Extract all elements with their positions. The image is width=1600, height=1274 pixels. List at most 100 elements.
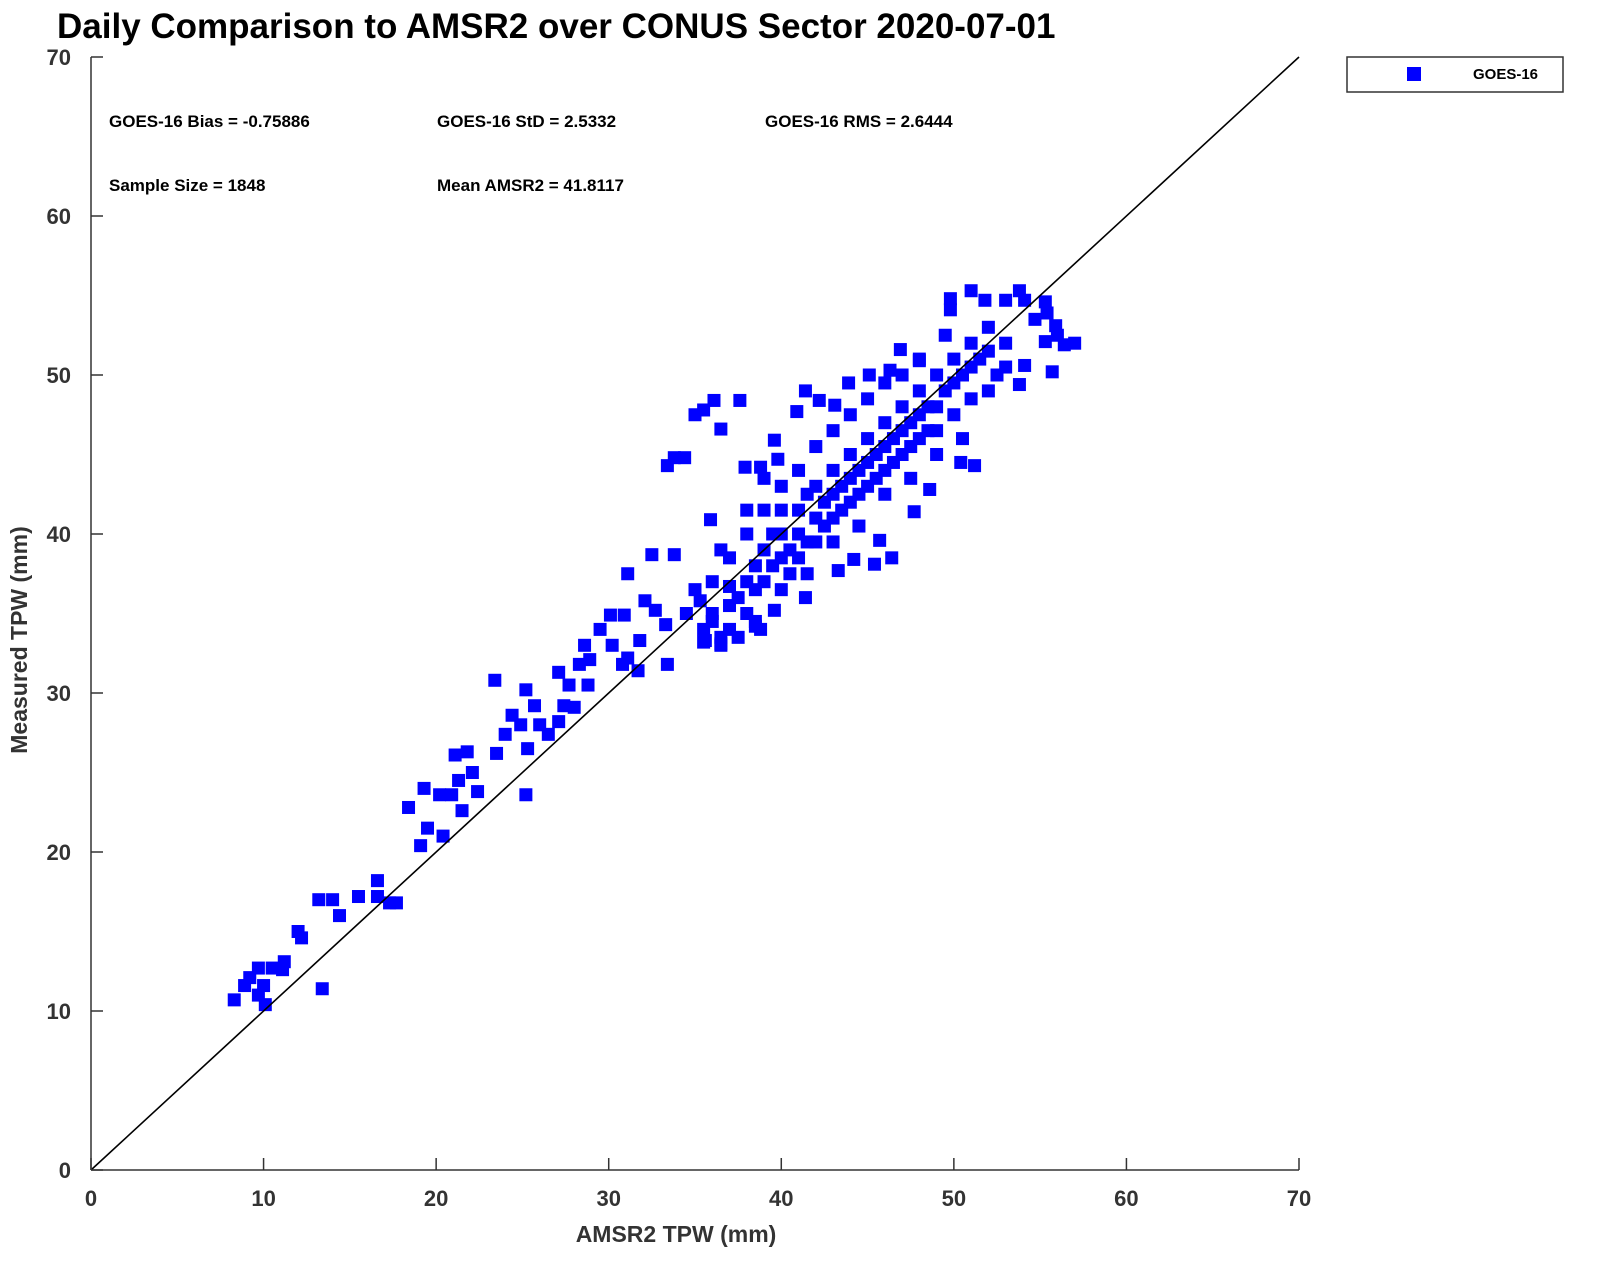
x-tick-label: 0	[85, 1186, 97, 1211]
data-point	[714, 422, 728, 436]
data-point	[847, 552, 861, 566]
data-point	[740, 503, 754, 517]
data-point	[436, 829, 450, 843]
data-point	[389, 896, 403, 910]
data-point	[748, 619, 762, 633]
data-point	[930, 448, 944, 461]
data-point	[333, 909, 347, 923]
data-point	[312, 893, 326, 907]
data-point	[679, 607, 693, 620]
data-point	[688, 583, 702, 597]
data-point	[452, 773, 466, 787]
data-point	[678, 451, 692, 465]
data-point	[943, 303, 957, 317]
rms-annotation: GOES-16 RMS = 2.6444	[765, 112, 953, 131]
data-point	[460, 745, 474, 759]
data-point	[754, 460, 768, 474]
data-point	[748, 559, 762, 573]
data-point	[923, 482, 937, 496]
data-point	[465, 766, 479, 779]
data-point	[351, 890, 365, 904]
plot-axes	[90, 57, 1299, 1171]
data-point	[1068, 336, 1082, 350]
data-point	[895, 368, 909, 382]
data-point	[943, 292, 957, 306]
data-point	[938, 328, 952, 342]
data-point	[930, 424, 944, 438]
data-point	[714, 637, 728, 651]
data-point	[757, 575, 771, 589]
data-point	[1040, 306, 1054, 320]
data-point	[999, 360, 1013, 374]
data-point	[488, 673, 502, 687]
data-point	[774, 583, 788, 597]
legend-label-goes16: GOES-16	[1473, 66, 1538, 83]
y-tick-label: 10	[47, 999, 71, 1024]
data-point	[878, 487, 892, 501]
data-point	[852, 519, 866, 533]
data-point	[999, 336, 1013, 350]
data-point	[1038, 335, 1052, 349]
data-point	[402, 800, 416, 814]
data-point	[471, 785, 485, 799]
y-ticks: 0 10 20 30 40 50 60 70	[47, 45, 103, 1183]
data-point	[912, 352, 926, 366]
data-point	[562, 678, 576, 692]
data-point	[490, 746, 504, 760]
data-point	[421, 821, 435, 835]
x-tick-label: 20	[424, 1186, 448, 1211]
data-point	[733, 393, 747, 407]
data-point	[826, 424, 840, 438]
data-point	[883, 363, 897, 377]
data-point	[519, 683, 533, 697]
data-point	[767, 433, 781, 447]
data-point	[771, 452, 785, 466]
data-point	[947, 408, 961, 422]
data-point	[638, 594, 652, 608]
x-tick-label: 50	[942, 1186, 966, 1211]
data-point	[667, 548, 681, 562]
data-point	[978, 293, 992, 307]
data-point	[947, 352, 961, 366]
data-point	[714, 543, 728, 557]
data-point	[740, 527, 754, 541]
data-point	[603, 608, 617, 622]
data-point	[697, 403, 711, 417]
data-point	[567, 700, 581, 714]
data-point	[792, 551, 806, 565]
data-point	[265, 961, 279, 975]
y-tick-label: 70	[47, 45, 71, 70]
data-point	[738, 460, 752, 474]
data-point	[792, 503, 806, 517]
y-tick-label: 30	[47, 681, 71, 706]
data-point	[514, 718, 528, 732]
data-point	[257, 979, 271, 993]
data-point	[809, 535, 823, 549]
data-point	[792, 463, 806, 477]
legend-marker-square	[1407, 67, 1421, 81]
x-tick-label: 40	[769, 1186, 793, 1211]
mean-amsr2-annotation: Mean AMSR2 = 41.8117	[437, 176, 624, 195]
data-point	[783, 567, 797, 581]
x-ticks: 0 10 20 30 40 50 60 70	[85, 1158, 1311, 1211]
data-point	[557, 699, 571, 713]
data-point	[541, 727, 555, 741]
data-points	[227, 284, 1082, 1012]
data-point	[843, 408, 857, 422]
data-point	[552, 715, 566, 729]
data-point	[705, 575, 719, 589]
data-point	[831, 564, 845, 578]
data-point	[1018, 293, 1032, 307]
data-point	[843, 448, 857, 461]
data-point	[705, 607, 719, 620]
data-point	[552, 665, 566, 679]
data-point	[648, 603, 662, 617]
y-tick-label: 0	[59, 1158, 71, 1183]
std-annotation: GOES-16 StD = 2.5332	[437, 112, 616, 131]
data-point	[954, 455, 968, 469]
data-point	[893, 343, 907, 357]
data-point	[964, 284, 978, 298]
data-point	[981, 344, 995, 358]
data-point	[867, 557, 881, 571]
data-point	[1028, 312, 1042, 326]
